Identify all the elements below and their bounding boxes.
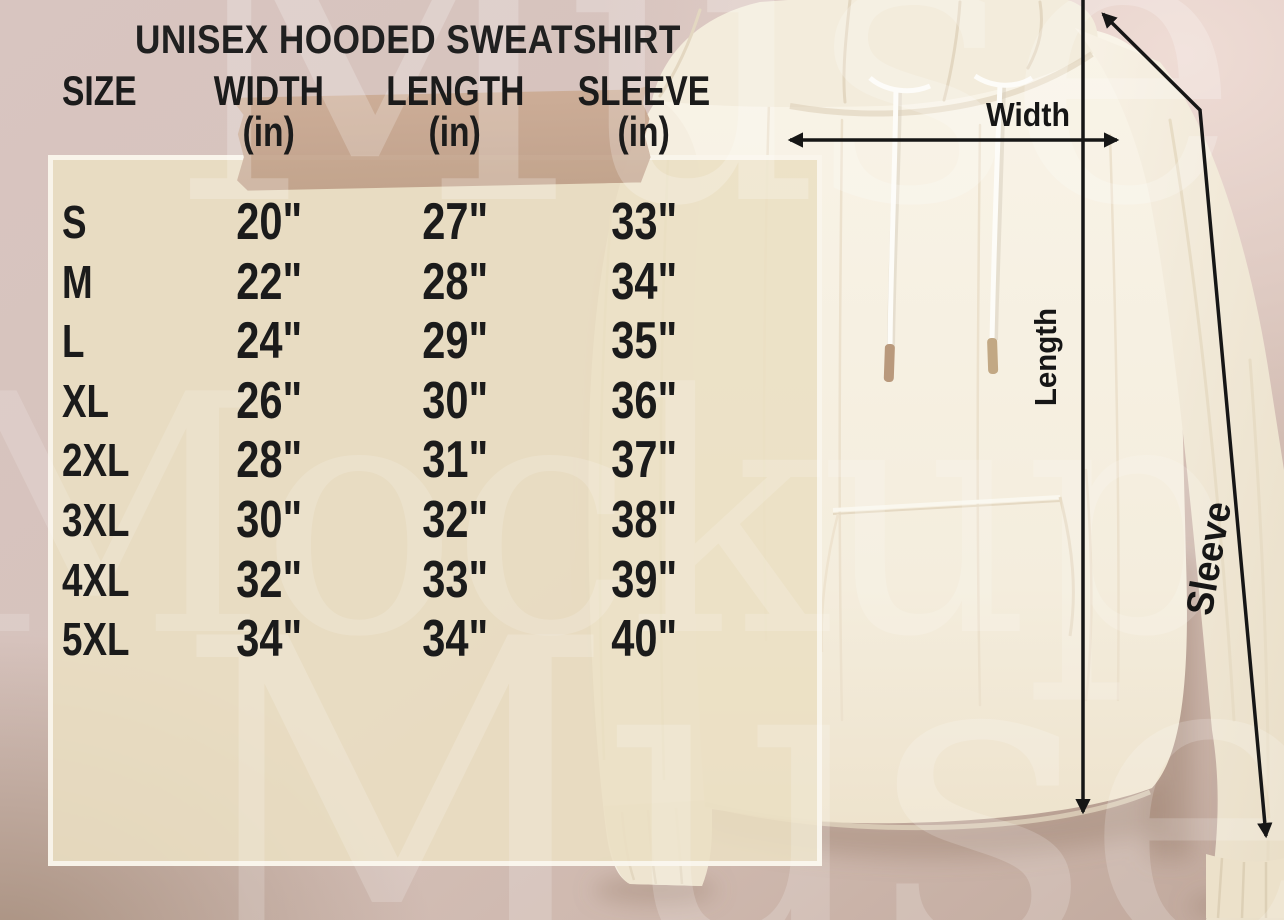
width-cell: 22": [236, 252, 302, 311]
table-row: S 20" 27" 33": [62, 192, 734, 252]
width-cell: 28": [236, 431, 302, 490]
size-cell: S: [62, 196, 87, 248]
table-row: 4XL 32" 33" 39": [62, 550, 734, 610]
sleeve-cell: 36": [611, 371, 677, 430]
length-cell: 34": [422, 610, 488, 669]
size-cell: L: [62, 315, 85, 368]
table-row: 5XL 34" 34" 40": [62, 609, 734, 669]
size-cell: M: [62, 255, 93, 308]
sleeve-cell: 38": [611, 490, 677, 549]
size-cell: 2XL: [62, 434, 130, 487]
size-cell: 3XL: [62, 493, 130, 546]
table-row: 3XL 30" 32" 38": [62, 490, 734, 550]
length-cell: 33": [422, 550, 488, 609]
length-cell: 29": [422, 312, 488, 371]
right-cuff: [1206, 854, 1284, 918]
header-size: SIZE: [62, 67, 137, 114]
size-cell: XL: [62, 374, 110, 427]
width-cell: 30": [236, 490, 302, 549]
table-row: 2XL 28" 31" 37": [62, 430, 734, 490]
table-header: SIZE WIDTH (in) LENGTH (in) SLEEVE (in): [62, 67, 734, 155]
length-cell: 31": [422, 431, 488, 490]
size-cell: 4XL: [62, 553, 130, 606]
header-length: LENGTH (in): [385, 67, 525, 155]
width-cell: 34": [236, 610, 302, 669]
size-cell: 5XL: [62, 613, 130, 666]
length-cell: 32": [422, 490, 488, 549]
length-cell: 30": [422, 371, 488, 430]
width-cell: 26": [236, 371, 302, 430]
drawstring-aglet: [883, 337, 999, 383]
page-title: UNISEX HOODED SWEATSHIRT: [135, 18, 681, 62]
sleeve-cell: 40": [611, 610, 677, 669]
length-cell: 28": [422, 252, 488, 311]
size-table: S 20" 27" 33" M 22" 28" 34" L 24" 29" 35…: [62, 192, 734, 669]
width-cell: 32": [236, 550, 302, 609]
header-sleeve: SLEEVE (in): [577, 67, 711, 155]
sleeve-cell: 37": [611, 431, 677, 490]
sleeve-cell: 34": [611, 252, 677, 311]
table-row: XL 26" 30" 36": [62, 371, 734, 431]
sleeve-cell: 33": [611, 193, 677, 251]
sleeve-cell: 39": [611, 550, 677, 609]
table-row: L 24" 29" 35": [62, 311, 734, 371]
drawstring: [868, 73, 1034, 349]
size-chart-panel: [48, 155, 822, 866]
width-cell: 24": [236, 312, 302, 371]
header-width: WIDTH (in): [213, 67, 325, 155]
table-row: M 22" 28" 34": [62, 252, 734, 312]
sleeve-cell: 35": [611, 312, 677, 371]
length-cell: 27": [422, 193, 488, 251]
width-cell: 20": [236, 193, 302, 251]
